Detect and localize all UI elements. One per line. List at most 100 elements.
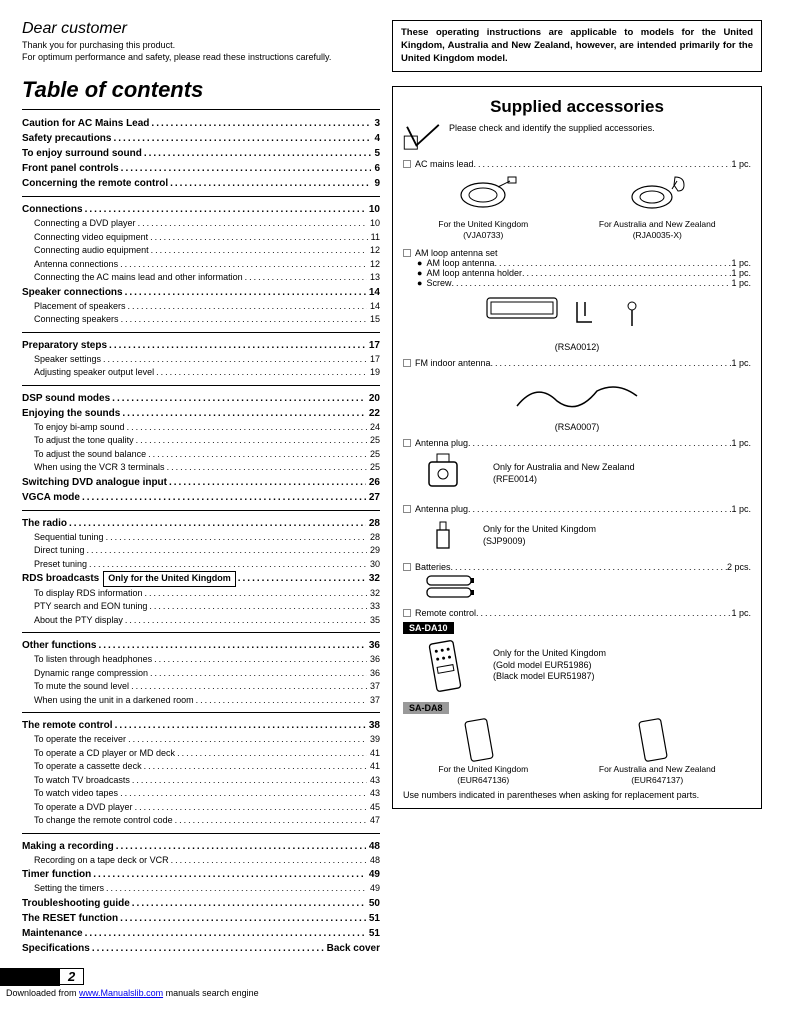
plug-uk-note: Only for the United Kingdom [483,524,596,536]
da8-tag: SA-DA8 [403,702,449,714]
page-number-bar: 2 [0,968,800,986]
footer: Downloaded from www.Manualslib.com manua… [6,988,800,998]
check-icon [403,123,441,151]
acc-batteries: Batteries2 pcs. [403,562,751,572]
toc-row: To adjust the sound balance25 [22,448,380,462]
battery-icon [423,574,503,600]
toc-row: Adjusting speaker output level19 [22,366,380,380]
toc-row: Timer function49 [22,867,380,882]
footer-link[interactable]: www.Manualslib.com [79,988,163,998]
da10-note: Only for the United Kingdom [493,648,606,660]
use-note: Use numbers indicated in parentheses whe… [403,790,751,800]
toc-row: To enjoy surround sound5 [22,146,380,161]
dear-heading: Dear customer [22,20,380,38]
toc-row: To operate a DVD player45 [22,801,380,815]
acc-ac-mains: AC mains lead1 pc. [403,159,751,169]
toc-row: Maintenance51 [22,926,380,941]
am-antenna-icon [477,292,677,336]
anz-caption: For Australia and New Zealand [599,219,716,230]
plug-anz-note: Only for Australia and New Zealand [493,462,635,474]
toc-row: Safety precautions4 [22,131,380,146]
dear-text: Thank you for purchasing this product. F… [22,40,380,63]
toc-row: Speaker settings17 [22,353,380,367]
toc-row: Connecting audio equipment12 [22,244,380,258]
toc-row: To watch TV broadcasts43 [22,774,380,788]
plug-uk-code: (SJP9009) [483,536,596,548]
am-code: (RSA0012) [403,342,751,352]
da8-anz-cap: For Australia and New Zealand [599,764,716,775]
remote-icon [423,638,473,694]
toc-row: Switching DVD analogue input26 [22,475,380,490]
toc-row: To change the remote control code47 [22,814,380,828]
toc-row: Connections10 [22,202,380,217]
toc-row: Dynamic range compression36 [22,667,380,681]
footer-post: manuals search engine [163,988,259,998]
toc-row: RDS broadcastsOnly for the United Kingdo… [22,571,380,587]
supplied-box: Supplied accessories Please check and id… [392,86,762,808]
toc-row: Speaker connections14 [22,285,380,300]
toc-row: Recording on a tape deck or VCR48 [22,854,380,868]
da10-tag: SA-DA10 [403,622,454,634]
screw: Screw [426,278,451,288]
dear-line1: Thank you for purchasing this product. [22,40,175,50]
da8-uk-cap: For the United Kingdom [438,764,528,775]
da10-black: (Black model EUR51987) [493,671,606,683]
toc-row: To watch video tapes43 [22,787,380,801]
remote-icon [632,718,682,762]
plug-anz-code: (RFE0014) [493,474,635,486]
toc-row: Troubleshooting guide50 [22,896,380,911]
note-box: These operating instructions are applica… [392,20,762,72]
fm-code: (RSA0007) [403,422,751,432]
toc-row: Connecting a DVD player10 [22,217,380,231]
toc-row: To display RDS information32 [22,587,380,601]
toc-row: When using the VCR 3 terminals25 [22,461,380,475]
toc-row: Making a recording48 [22,839,380,854]
toc-row: PTY search and EON tuning33 [22,600,380,614]
am-loop: AM loop antenna [426,258,494,268]
toc-row: To enjoy bi-amp sound24 [22,421,380,435]
toc-row: Placement of speakers14 [22,300,380,314]
toc-row: Concerning the remote control9 [22,176,380,191]
toc-row: To operate a cassette deck41 [22,760,380,774]
toc-row: When using the unit in a darkened room37 [22,694,380,708]
fm-antenna-icon [507,376,647,412]
toc-row: Antenna connections12 [22,258,380,272]
check-text: Please check and identify the supplied a… [449,123,655,135]
toc-row: Enjoying the sounds22 [22,406,380,421]
dear-line2: For optimum performance and safety, plea… [22,52,331,62]
toc-row: Preset tuning30 [22,558,380,572]
page-number: 2 [60,968,84,985]
cable-icon [622,175,692,215]
toc-row: DSP sound modes20 [22,391,380,406]
toc-row: Setting the timers49 [22,882,380,896]
toc-row: Connecting video equipment11 [22,231,380,245]
toc-title: Table of contents [22,77,380,103]
plug-icon [423,452,473,496]
toc-row: Connecting the AC mains lead and other i… [22,271,380,285]
da8-anz-code: (EUR647137) [599,775,716,786]
acc-plug-anz: Antenna plug1 pc. [403,438,751,448]
toc-row: To listen through headphones36 [22,653,380,667]
toc-row: Connecting speakers15 [22,313,380,327]
da10-gold: (Gold model EUR51986) [493,660,606,672]
toc-row: About the PTY display35 [22,614,380,628]
plug-uk-icon [423,518,463,554]
toc-row: To operate a CD player or MD deck41 [22,747,380,761]
cable-icon [448,175,518,215]
toc-row: The remote control38 [22,718,380,733]
remote-icon [458,718,508,762]
anz-code: (RJA0035-X) [599,230,716,241]
acc-fm: FM indoor antenna1 pc. [403,358,751,368]
acc-plug-uk: Antenna plug1 pc. [403,504,751,514]
toc-list: Caution for AC Mains Lead3Safety precaut… [22,116,380,956]
toc-row: Other functions36 [22,638,380,653]
toc-row: To adjust the tone quality25 [22,434,380,448]
toc-row: To operate the receiver39 [22,733,380,747]
toc-row: SpecificationsBack cover [22,941,380,956]
toc-row: Front panel controls6 [22,161,380,176]
toc-row: To mute the sound level37 [22,680,380,694]
acc-remote: Remote control1 pc. [403,608,751,618]
acc-am-set: AM loop antenna set [403,248,751,258]
uk-code: (VJA0733) [438,230,528,241]
toc-row: Caution for AC Mains Lead3 [22,116,380,131]
